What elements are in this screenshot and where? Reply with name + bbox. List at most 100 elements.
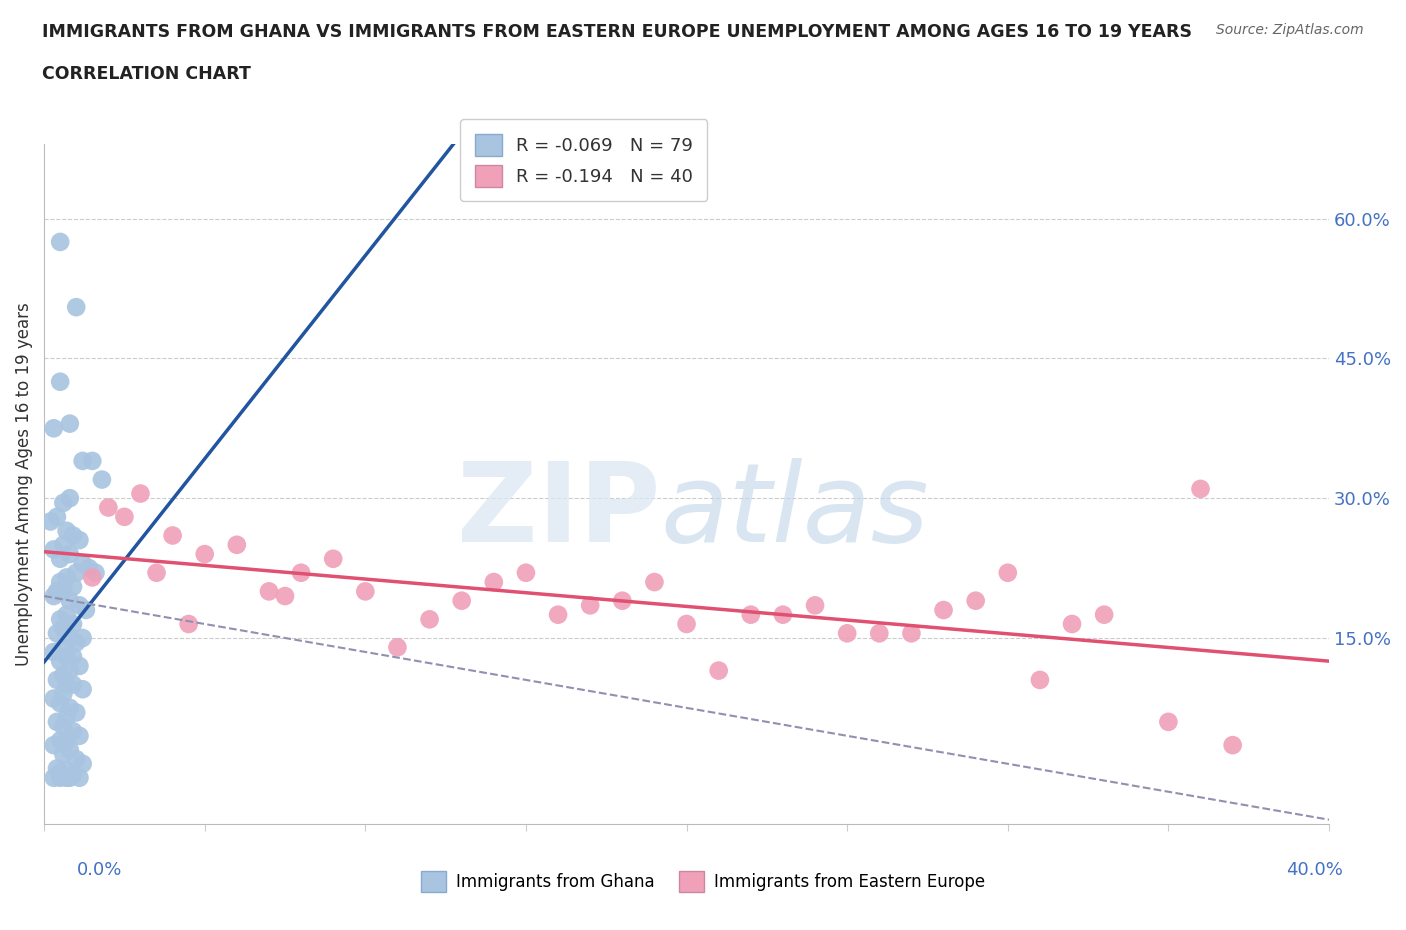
Point <box>62 528 84 543</box>
Point <box>72 682 94 697</box>
Point <box>274 589 297 604</box>
Point <box>72 454 94 469</box>
Text: IMMIGRANTS FROM GHANA VS IMMIGRANTS FROM EASTERN EUROPE UNEMPLOYMENT AMONG AGES : IMMIGRANTS FROM GHANA VS IMMIGRANTS FROM… <box>42 23 1192 41</box>
Point <box>1060 617 1083 631</box>
Point <box>52 621 75 636</box>
Point <box>49 770 72 785</box>
Point <box>69 770 91 785</box>
Point <box>59 700 82 715</box>
Point <box>55 763 77 777</box>
Point <box>82 454 104 469</box>
Point <box>52 640 75 655</box>
Point <box>55 710 77 724</box>
Point <box>46 761 69 776</box>
Text: atlas: atlas <box>661 458 929 565</box>
Point <box>55 570 77 585</box>
Point <box>49 696 72 711</box>
Point <box>837 626 859 641</box>
Point <box>69 728 91 743</box>
Point <box>55 677 77 692</box>
Point <box>65 635 87 650</box>
Point <box>52 769 75 784</box>
Point <box>707 663 730 678</box>
Point <box>90 472 112 487</box>
Point <box>997 565 1019 580</box>
Point <box>225 538 247 552</box>
Text: Source: ZipAtlas.com: Source: ZipAtlas.com <box>1216 23 1364 37</box>
Y-axis label: Unemployment Among Ages 16 to 19 years: Unemployment Among Ages 16 to 19 years <box>15 302 32 666</box>
Point <box>900 626 922 641</box>
Point <box>62 677 84 692</box>
Point <box>42 691 65 706</box>
Point <box>69 658 91 673</box>
Text: ZIP: ZIP <box>457 458 661 565</box>
Point <box>42 644 65 659</box>
Point <box>42 737 65 752</box>
Point <box>354 584 377 599</box>
Point <box>59 417 82 432</box>
Point <box>52 496 75 511</box>
Point <box>49 765 72 780</box>
Point <box>112 510 135 525</box>
Legend: Immigrants from Ghana, Immigrants from Eastern Europe: Immigrants from Ghana, Immigrants from E… <box>413 865 993 898</box>
Point <box>59 593 82 608</box>
Point <box>740 607 762 622</box>
Point <box>322 551 344 566</box>
Point <box>49 575 72 590</box>
Legend: R = -0.069   N = 79, R = -0.194   N = 40: R = -0.069 N = 79, R = -0.194 N = 40 <box>460 119 707 201</box>
Point <box>72 756 94 771</box>
Point <box>46 510 69 525</box>
Point <box>65 751 87 766</box>
Point <box>46 714 69 729</box>
Point <box>290 565 312 580</box>
Point <box>59 742 82 757</box>
Point <box>42 589 65 604</box>
Text: CORRELATION CHART: CORRELATION CHART <box>42 65 252 83</box>
Point <box>547 607 569 622</box>
Point <box>932 603 955 618</box>
Point <box>52 686 75 701</box>
Point <box>387 640 409 655</box>
Point <box>177 617 200 631</box>
Point <box>965 593 987 608</box>
Point <box>1157 714 1180 729</box>
Point <box>42 770 65 785</box>
Point <box>49 234 72 249</box>
Point <box>49 733 72 748</box>
Point <box>55 607 77 622</box>
Point <box>69 598 91 613</box>
Point <box>772 607 794 622</box>
Point <box>55 770 77 785</box>
Point <box>450 593 472 608</box>
Point <box>1222 737 1244 752</box>
Point <box>1092 607 1115 622</box>
Point <box>804 598 827 613</box>
Point <box>49 612 72 627</box>
Point <box>52 719 75 734</box>
Point <box>84 565 107 580</box>
Point <box>419 612 441 627</box>
Text: 40.0%: 40.0% <box>1286 861 1343 879</box>
Point <box>52 747 75 762</box>
Point <box>42 421 65 436</box>
Point <box>39 514 62 529</box>
Point <box>49 654 72 669</box>
Point <box>643 575 665 590</box>
Point <box>72 631 94 645</box>
Point <box>145 565 167 580</box>
Point <box>72 556 94 571</box>
Point <box>194 547 217 562</box>
Point <box>579 598 602 613</box>
Point <box>55 524 77 538</box>
Point <box>52 668 75 683</box>
Point <box>162 528 184 543</box>
Point <box>129 486 152 501</box>
Point <box>62 579 84 594</box>
Point <box>46 584 69 599</box>
Point <box>52 584 75 599</box>
Point <box>75 603 97 618</box>
Point <box>62 724 84 738</box>
Point <box>77 561 100 576</box>
Point <box>49 551 72 566</box>
Point <box>55 733 77 748</box>
